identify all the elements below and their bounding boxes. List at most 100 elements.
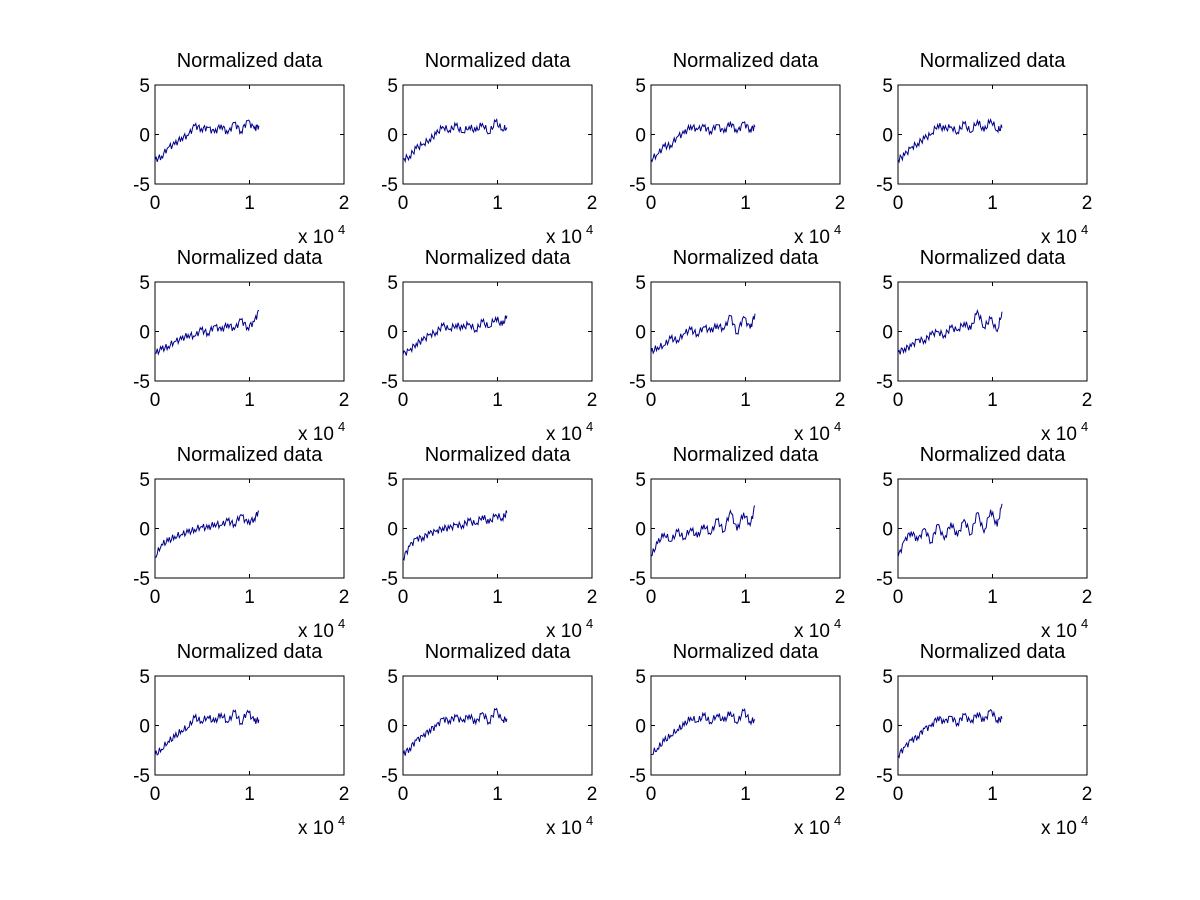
x-tick-label: 1 [740,390,751,411]
x-axis-multiplier: x 10 [794,424,830,445]
x-tick-label: 2 [1082,587,1093,608]
subplot-title: Normalized data [425,444,572,466]
x-tick-label: 2 [587,587,598,608]
x-axis-multiplier-exponent: 4 [834,616,841,631]
x-tick-label: 2 [1082,784,1093,805]
x-tick-label: 2 [1082,390,1093,411]
series-line [402,510,508,561]
y-tick-label: 5 [387,273,398,294]
x-tick-label: 0 [893,390,904,411]
x-axis-multiplier: x 10 [298,818,334,839]
x-tick-label: 1 [244,587,255,608]
y-tick-label: -5 [629,766,646,787]
x-axis-multiplier-exponent: 4 [586,616,593,631]
y-tick-label: 0 [635,126,646,147]
series-line [154,709,260,756]
x-tick-label: 0 [150,784,161,805]
y-tick-label: 5 [387,76,398,97]
y-tick-label: 0 [882,126,893,147]
y-tick-label: 5 [635,667,646,688]
y-tick-label: 5 [139,667,150,688]
x-axis-multiplier: x 10 [1041,227,1077,248]
x-tick-label: 0 [646,587,657,608]
x-axis-multiplier-exponent: 4 [1081,813,1088,828]
y-tick-label: 0 [882,323,893,344]
y-tick-label: 5 [139,273,150,294]
y-tick-label: 0 [635,520,646,541]
plot-axes-box [154,675,345,776]
series-line [155,309,260,356]
plot-axes-box [402,281,593,382]
series-line [897,708,1003,759]
series-line [154,119,260,163]
plot-axes-box [154,84,345,185]
x-axis-multiplier: x 10 [298,621,334,642]
subplot-title: Normalized data [673,247,820,269]
x-axis-multiplier: x 10 [1041,818,1077,839]
series-line [650,708,756,756]
x-axis-multiplier-exponent: 4 [586,813,593,828]
x-tick-label: 2 [1082,193,1093,214]
plot-axes-box [154,281,345,382]
y-tick-label: -5 [629,175,646,196]
series-line [402,315,508,356]
y-tick-label: 5 [635,76,646,97]
y-tick-label: -5 [876,766,893,787]
x-axis-multiplier-exponent: 4 [834,222,841,237]
x-tick-label: 1 [492,193,503,214]
plot-axes-box [650,478,841,579]
x-tick-label: 2 [339,390,350,411]
plot-axes-box [650,84,841,185]
x-tick-label: 1 [740,587,751,608]
y-tick-label: -5 [629,569,646,590]
y-tick-label: 0 [387,717,398,738]
y-tick-label: 5 [882,667,893,688]
x-tick-label: 2 [587,784,598,805]
y-tick-label: 5 [387,667,398,688]
x-axis-multiplier: x 10 [794,621,830,642]
series-line [897,503,1003,558]
y-tick-label: 0 [139,520,150,541]
series-line [155,510,260,558]
x-tick-label: 0 [150,193,161,214]
x-axis-multiplier-exponent: 4 [1081,419,1088,434]
subplot-title: Normalized data [920,641,1067,663]
y-tick-label: 5 [139,470,150,491]
y-tick-label: -5 [629,372,646,393]
x-tick-label: 1 [987,193,998,214]
x-tick-label: 0 [398,390,409,411]
series-line [402,707,508,756]
x-tick-label: 2 [835,587,846,608]
x-tick-label: 2 [339,587,350,608]
subplot-title: Normalized data [425,641,572,663]
subplot-title: Normalized data [920,50,1067,72]
x-axis-multiplier-exponent: 4 [586,222,593,237]
y-tick-label: -5 [876,372,893,393]
x-tick-label: 1 [244,784,255,805]
y-tick-label: 0 [139,126,150,147]
plot-axes-box [650,281,841,382]
y-tick-label: 5 [139,76,150,97]
x-tick-label: 2 [835,390,846,411]
x-tick-label: 0 [150,587,161,608]
y-tick-label: -5 [876,569,893,590]
x-tick-label: 1 [740,784,751,805]
x-tick-label: 1 [987,390,998,411]
subplot-title: Normalized data [673,444,820,466]
x-axis-multiplier-exponent: 4 [338,419,345,434]
x-tick-label: 2 [587,390,598,411]
y-tick-label: 0 [882,717,893,738]
x-tick-label: 1 [492,784,503,805]
y-tick-label: 0 [882,520,893,541]
x-tick-label: 0 [398,193,409,214]
